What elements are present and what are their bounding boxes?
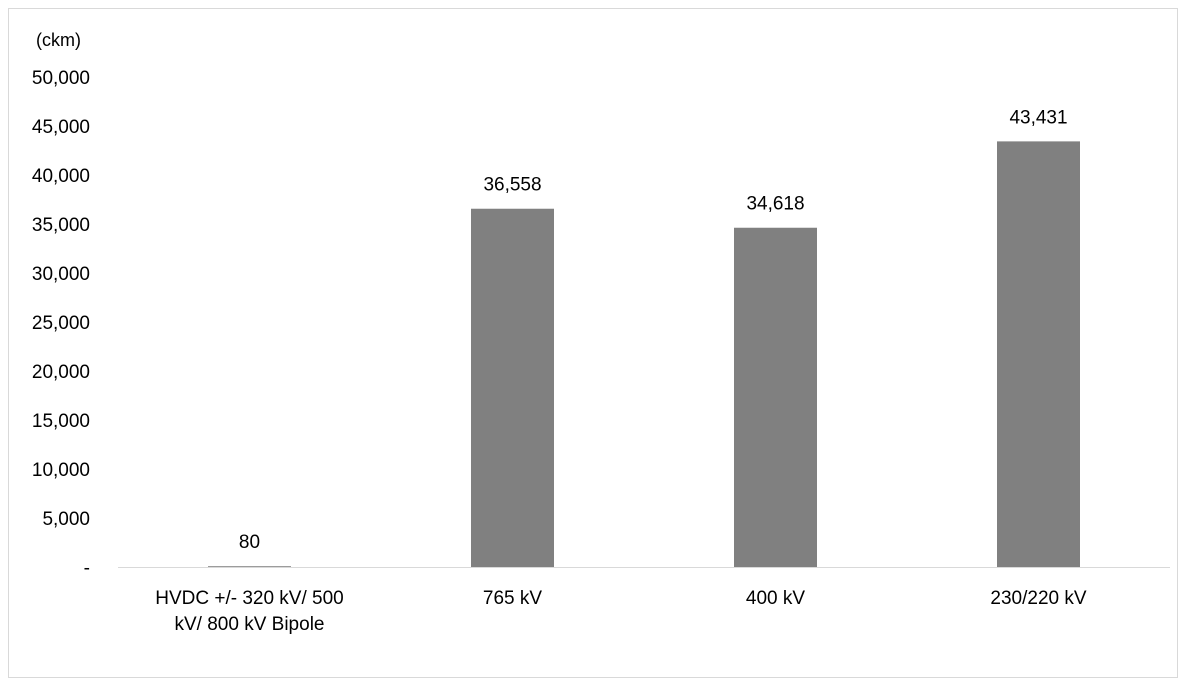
category-label: 765 kV	[483, 588, 542, 609]
category-labels: HVDC +/- 320 kV/ 500 kV/ 800 kV Bipole 765…	[155, 588, 1087, 635]
bar	[471, 208, 554, 567]
y-tick-label: 10,000	[32, 460, 90, 481]
bar	[208, 566, 291, 567]
y-tick-label: 50,000	[32, 68, 90, 89]
y-tick-label: 25,000	[32, 313, 90, 334]
y-tick-label: 20,000	[32, 362, 90, 383]
y-tick-label: -	[84, 558, 90, 579]
category-label: 230/220 kV	[990, 588, 1086, 609]
y-tick-label: 5,000	[42, 509, 90, 530]
chart-frame	[8, 8, 1178, 678]
data-label: 34,618	[746, 194, 804, 215]
y-tick-label: 35,000	[32, 215, 90, 236]
y-tick-label: 30,000	[32, 264, 90, 285]
bar	[734, 227, 817, 568]
bar	[997, 141, 1080, 567]
data-label: 43,431	[1009, 107, 1067, 128]
data-label: 80	[239, 532, 260, 553]
unit-label: (ckm)	[36, 30, 81, 50]
y-tick-label: 45,000	[32, 117, 90, 138]
y-axis-ticks: - 5,000 10,000 15,000 20,000 25,000 30,000 35,0…	[32, 68, 90, 579]
category-label: 400 kV	[746, 588, 805, 609]
bars	[208, 141, 1080, 568]
data-label: 36,558	[483, 175, 541, 196]
category-label: HVDC +/- 320 kV/ 500 kV/ 800 kV Bipole	[155, 588, 344, 635]
y-tick-label: 40,000	[32, 166, 90, 187]
data-labels: 80 36,558 34,618 43,431	[239, 107, 1068, 553]
y-tick-label: 15,000	[32, 411, 90, 432]
